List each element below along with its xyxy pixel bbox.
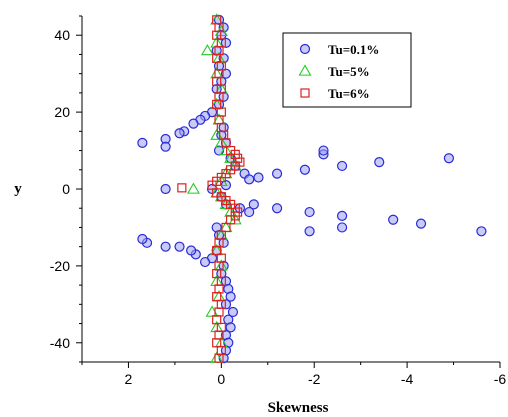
data-point [219, 197, 233, 210]
data-point [174, 241, 185, 252]
x-tick-label: -2 [308, 371, 321, 387]
data-point [253, 172, 264, 183]
y-tick-label: 0 [62, 181, 70, 197]
legend-marker [300, 88, 310, 98]
x-axis-title: Skewness [268, 400, 329, 416]
data-point [212, 53, 222, 63]
data-point [336, 222, 348, 233]
data-point [214, 174, 228, 186]
data-point [199, 256, 211, 268]
y-tick-label: 40 [54, 27, 70, 43]
data-point [188, 118, 199, 129]
data-point [221, 222, 231, 233]
data-point [220, 68, 232, 79]
data-point [160, 141, 171, 152]
data-point [225, 322, 236, 333]
data-point [212, 292, 222, 302]
data-point [226, 215, 236, 225]
series-3 [177, 15, 245, 363]
data-point [221, 138, 231, 148]
data-point [207, 180, 217, 190]
data-point [218, 237, 229, 248]
data-point [160, 241, 171, 252]
data-point [415, 218, 427, 229]
data-point [212, 268, 222, 279]
x-tick-label: -6 [494, 371, 507, 387]
y-tick-label: -20 [50, 258, 70, 274]
x-tick-label: -4 [401, 371, 414, 387]
y-axis-title: y [14, 181, 22, 197]
data-point [187, 182, 200, 194]
data-series [137, 13, 487, 364]
data-point [200, 43, 214, 56]
data-point [225, 291, 236, 302]
data-point [220, 37, 232, 49]
data-point [299, 164, 311, 175]
data-point [374, 156, 385, 168]
data-point [212, 245, 222, 256]
data-point [244, 206, 255, 218]
data-point [186, 245, 197, 256]
data-point [220, 299, 232, 310]
data-point [248, 199, 259, 210]
legend-label: Tu=0.1% [328, 42, 379, 57]
data-point [476, 226, 487, 237]
data-point [212, 30, 222, 40]
data-point [443, 153, 455, 164]
data-point [216, 268, 227, 279]
data-point [212, 99, 222, 110]
legend-marker [299, 43, 311, 55]
data-point [212, 338, 222, 348]
y-tick-label: -40 [50, 335, 70, 351]
data-point [228, 213, 242, 225]
data-point [227, 306, 239, 318]
x-tick-label: 2 [125, 371, 133, 387]
data-point [318, 145, 329, 156]
legend-label: Tu=5% [328, 64, 370, 79]
data-point [212, 315, 222, 325]
data-point [304, 226, 315, 237]
data-point [177, 183, 187, 193]
data-point [214, 136, 228, 148]
data-point [388, 214, 399, 225]
data-point [271, 168, 283, 179]
legend: Tu=0.1% Tu=5% Tu=6% [282, 32, 412, 108]
data-point [336, 210, 348, 222]
legend-label: Tu=6% [328, 86, 370, 101]
tick-marks [76, 15, 501, 368]
data-point [214, 353, 224, 363]
data-point [304, 206, 315, 218]
data-point [212, 76, 222, 86]
y-tick-label: 20 [54, 104, 70, 120]
data-point [218, 91, 229, 102]
data-point [160, 183, 171, 195]
data-point [271, 203, 283, 214]
data-point [137, 137, 148, 148]
legend-marker [298, 64, 312, 76]
data-point [137, 233, 148, 245]
data-point [244, 174, 255, 185]
x-tick-label: 0 [217, 371, 225, 387]
data-point [219, 143, 233, 156]
data-point [174, 128, 185, 139]
data-point [336, 160, 348, 172]
